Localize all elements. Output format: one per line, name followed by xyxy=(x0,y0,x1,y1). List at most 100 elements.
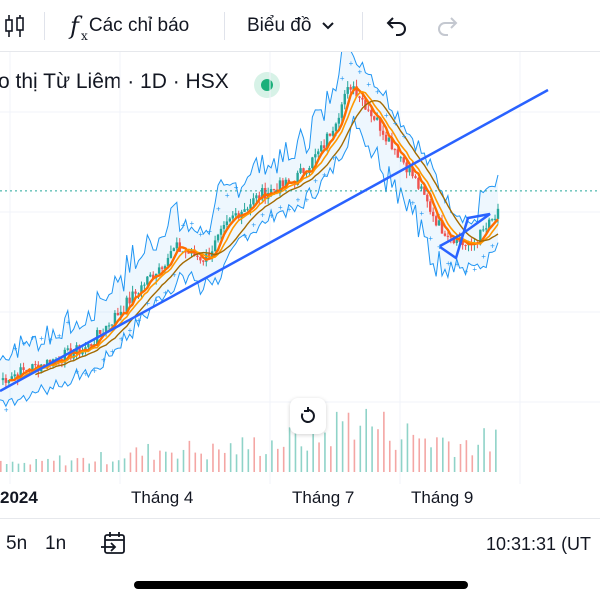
volume-bar xyxy=(135,447,138,472)
sar-marker: + xyxy=(190,219,195,228)
sar-marker: + xyxy=(163,288,168,297)
volume-bar xyxy=(330,446,332,472)
sar-marker: + xyxy=(101,356,106,365)
candle-body xyxy=(431,211,435,217)
sar-marker: + xyxy=(384,111,389,120)
volume-bar xyxy=(147,443,149,472)
undo-icon xyxy=(386,17,406,36)
volume-bar xyxy=(353,439,356,472)
candle-body xyxy=(261,188,264,200)
redo-button[interactable] xyxy=(436,8,460,44)
volume-bar xyxy=(41,460,43,472)
sar-marker: + xyxy=(119,334,124,343)
toolbar-separator xyxy=(362,12,363,40)
reset-icon xyxy=(300,407,315,423)
price-chart[interactable]: + + + + + + + + + + + + + + + + + + + + + + + + + + + + + + + + + + + + + + + +… xyxy=(0,52,600,484)
candle-body xyxy=(196,255,199,257)
volume-bar xyxy=(58,455,61,472)
sar-marker: + xyxy=(110,347,115,356)
trendline-drawing xyxy=(0,88,549,393)
candle-body xyxy=(346,87,349,94)
volume-bar xyxy=(76,458,79,472)
candle-body xyxy=(420,186,423,189)
time-tick-label: Tháng 4 xyxy=(131,488,194,507)
redo-icon xyxy=(438,17,458,36)
volume-bar xyxy=(206,459,208,472)
date-range-icon[interactable] xyxy=(100,530,128,558)
volume-bar xyxy=(335,411,338,472)
sar-marker: + xyxy=(181,221,186,230)
candle-body xyxy=(479,229,482,244)
indicators-label: Các chỉ báo xyxy=(88,15,190,36)
candle-body xyxy=(482,229,485,231)
sar-marker: + xyxy=(304,195,309,204)
candle-body xyxy=(1,378,5,381)
clock[interactable]: 10:31:31 (UT xyxy=(486,534,592,554)
volume-bar xyxy=(259,455,261,472)
candle-body xyxy=(113,312,117,325)
sar-marker: + xyxy=(198,230,203,239)
candle-body xyxy=(399,157,402,159)
candle-body xyxy=(184,251,187,253)
candle-body xyxy=(146,276,149,285)
candle-body xyxy=(437,220,441,226)
undo-button[interactable] xyxy=(384,8,408,44)
candle-body xyxy=(157,267,161,274)
volume-bar xyxy=(400,439,403,472)
candle-body xyxy=(328,133,332,136)
sar-marker: + xyxy=(92,367,97,376)
volume-bar xyxy=(471,455,474,472)
volume-bar xyxy=(318,442,320,472)
sar-marker: + xyxy=(287,205,292,214)
candle-body xyxy=(352,86,355,90)
candle-body xyxy=(152,274,155,279)
candle-body xyxy=(234,213,237,216)
sar-marker: + xyxy=(128,326,133,335)
time-axis[interactable]: 2024 Tháng 4 Tháng 7 Tháng 9 xyxy=(0,484,600,516)
bollinger-band-fill xyxy=(0,52,498,407)
volume-bar xyxy=(29,464,32,472)
volume-bar xyxy=(235,454,238,472)
candle-body xyxy=(90,344,93,346)
volume-bar xyxy=(5,464,8,472)
sar-marker: + xyxy=(234,183,239,192)
candles-icon[interactable] xyxy=(4,8,26,44)
reset-chart-button[interactable] xyxy=(290,398,326,434)
candle-body xyxy=(4,378,8,383)
candle-body xyxy=(66,348,69,350)
candle-body xyxy=(72,353,75,359)
candle-body xyxy=(137,293,140,295)
candle-body xyxy=(314,154,317,158)
symbol-title[interactable]: o thị Từ Liêm · 1D · HSX xyxy=(0,70,229,93)
candle-body xyxy=(169,251,173,258)
candle-body xyxy=(107,325,111,327)
range-button-5n[interactable]: 5n xyxy=(6,533,28,554)
volume-bar xyxy=(200,453,202,472)
candle-body xyxy=(160,267,164,269)
candle-body xyxy=(378,117,382,131)
volume-bar xyxy=(359,425,362,472)
volume-bar xyxy=(406,423,409,472)
candle-body xyxy=(278,180,282,194)
range-button-1n[interactable]: 1n xyxy=(45,533,67,554)
candle-body xyxy=(104,325,108,334)
candle-body xyxy=(349,87,352,90)
volume-bar xyxy=(436,437,438,472)
candle-body xyxy=(426,194,429,202)
candle-body xyxy=(334,123,338,131)
chart-type-button[interactable]: Biểu đồ xyxy=(247,8,335,44)
candle-body xyxy=(302,168,305,174)
sar-marker: + xyxy=(22,340,27,349)
sar-marker: + xyxy=(419,209,424,218)
volume-bar xyxy=(0,460,2,472)
candle-body xyxy=(202,260,205,262)
bollinger-lower-line xyxy=(0,115,499,408)
volume-bar xyxy=(159,450,161,472)
volume-bar xyxy=(11,461,14,472)
volume-bar xyxy=(306,450,309,472)
sar-marker: + xyxy=(481,252,486,261)
chart-canvas[interactable]: ++ ++ + + +++ + +++++++ ++++ ++ +++++++ ++ ++ ++++++… xyxy=(0,52,600,484)
volume-bar xyxy=(88,463,91,472)
time-tick-label: Tháng 9 xyxy=(411,488,474,507)
